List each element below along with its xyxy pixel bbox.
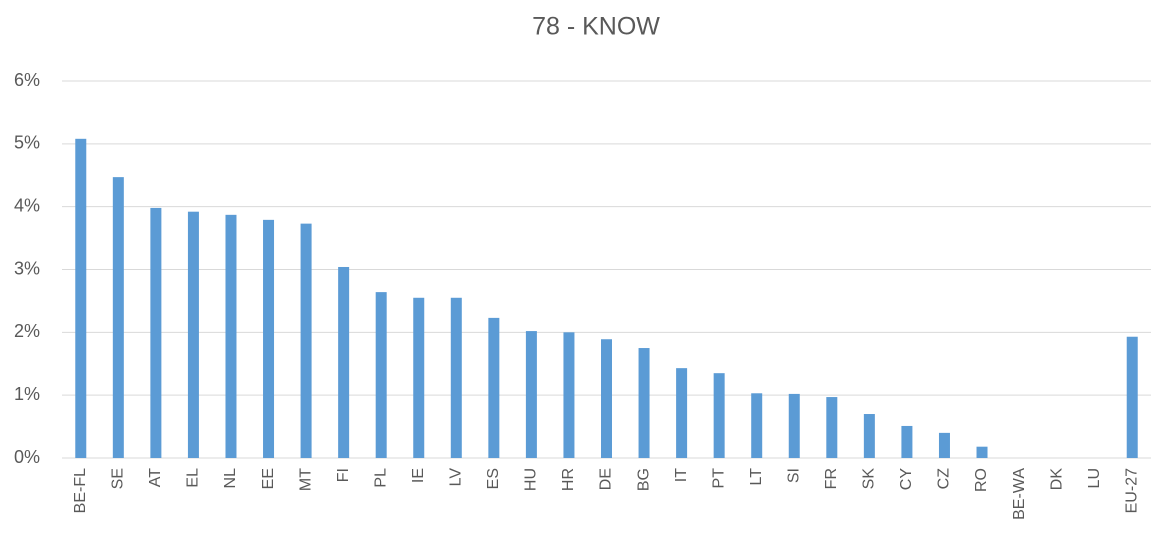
bar <box>713 373 725 458</box>
x-tick-label: BG <box>635 468 652 491</box>
x-tick-label: LU <box>1086 468 1103 488</box>
x-tick-label: DE <box>598 468 615 490</box>
bar <box>676 368 688 458</box>
bar <box>863 414 875 458</box>
x-tick-label: MT <box>297 468 314 491</box>
bar <box>450 297 462 458</box>
x-tick-label: DK <box>1048 468 1065 491</box>
bar <box>263 219 275 458</box>
y-tick-label: 6% <box>14 70 40 90</box>
bar <box>751 393 763 458</box>
x-tick-label: EU-27 <box>1123 468 1140 513</box>
bar <box>187 211 199 458</box>
y-tick-label: 4% <box>14 195 40 215</box>
chart-title: 78 - KNOW <box>532 13 660 41</box>
x-tick-label: IE <box>410 468 427 483</box>
x-tick-label: SE <box>110 468 127 489</box>
x-tick-label: EE <box>260 468 277 489</box>
x-tick-label: LV <box>448 468 465 487</box>
bar <box>901 425 913 458</box>
bar <box>300 223 312 458</box>
y-tick-label: 0% <box>14 447 40 467</box>
x-tick-label: ES <box>485 468 502 489</box>
x-tick-label: SK <box>861 468 878 490</box>
bar <box>788 393 800 458</box>
bar <box>601 339 612 458</box>
bar <box>413 297 425 458</box>
x-tick-label: HR <box>560 468 577 491</box>
x-tick-label: AT <box>147 468 164 487</box>
bar <box>375 292 387 458</box>
y-tick-label: 5% <box>14 133 40 153</box>
x-tick-label: RO <box>973 468 990 492</box>
bar <box>75 138 87 458</box>
bar <box>563 332 575 458</box>
bar <box>488 317 500 458</box>
y-tick-label: 3% <box>14 258 40 278</box>
bar <box>638 348 650 458</box>
x-tick-label: EL <box>185 468 202 488</box>
bar <box>338 266 350 458</box>
y-tick-label: 2% <box>14 321 40 341</box>
x-tick-label: HU <box>523 468 540 491</box>
bar <box>525 331 537 458</box>
x-tick-label: BE-WA <box>1011 468 1028 520</box>
x-tick-label: PT <box>710 468 727 489</box>
x-tick-label: NL <box>222 468 239 489</box>
x-tick-label: PL <box>372 468 389 488</box>
x-tick-label: LT <box>748 468 765 486</box>
x-tick-label: IT <box>673 468 690 482</box>
x-tick-label: BE-FL <box>72 468 89 513</box>
x-tick-label: CZ <box>936 468 953 490</box>
x-tick-label: SI <box>785 468 802 483</box>
x-tick-label: FI <box>335 468 352 482</box>
x-tick-label: CY <box>898 468 915 491</box>
bar <box>225 214 237 458</box>
bar <box>1126 336 1138 458</box>
bar <box>150 207 162 458</box>
bar <box>112 177 124 458</box>
bar <box>826 397 838 458</box>
bar <box>938 432 950 458</box>
x-tick-label: FR <box>823 468 840 489</box>
bar <box>976 446 988 458</box>
y-tick-label: 1% <box>14 384 40 404</box>
